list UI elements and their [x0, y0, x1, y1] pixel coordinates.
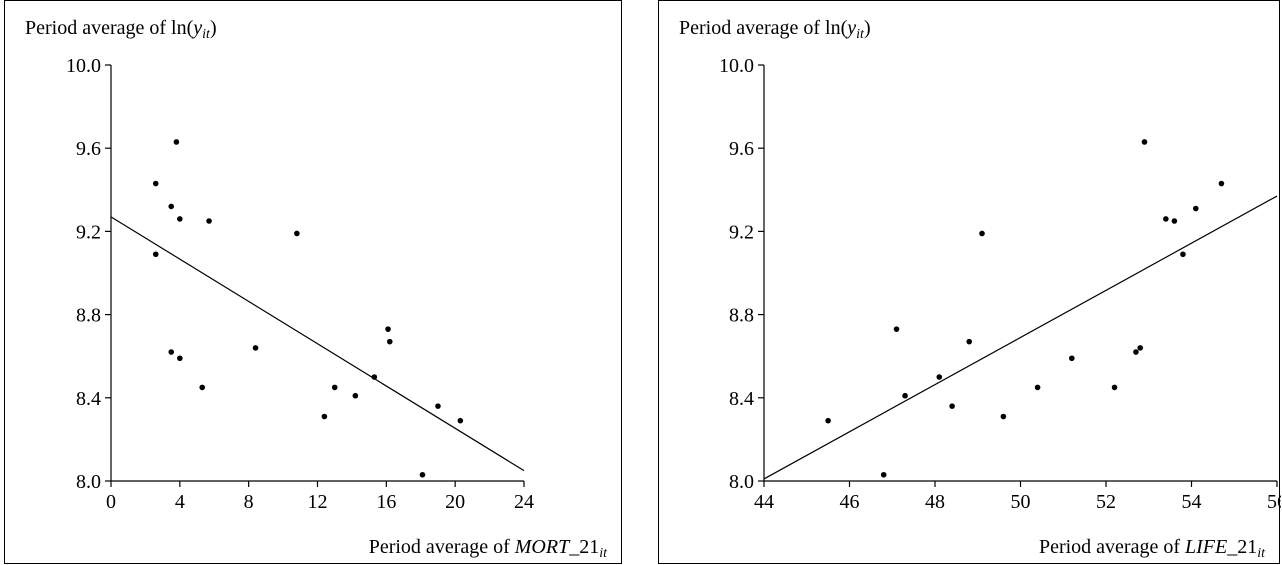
x-tick-label: 46: [840, 491, 860, 513]
data-point: [321, 413, 328, 420]
data-point: [294, 230, 300, 237]
data-point: [936, 374, 943, 380]
x-tick-label: 50: [1011, 491, 1031, 513]
data-point: [177, 216, 183, 222]
x-tick-label: 52: [1096, 491, 1116, 513]
data-point: [206, 218, 212, 224]
x-axis-label: Period average of MORT_21it: [368, 536, 607, 561]
chart-panel-mort: Period average of ln(yit) 8.0 8.4 8.8 9.2 9.…: [4, 0, 622, 564]
scatter-plot-mort: 8.0 8.4 8.8 9.2 9.6 10.0 0 4 8 12 16 20 24: [66, 55, 534, 513]
data-point: [893, 326, 900, 332]
chart-panel-life: Period average of ln(yit) 8.0 8.4 8.8 9.2 9.…: [658, 0, 1281, 564]
y-tick-label: 8.4: [729, 388, 754, 410]
data-point: [385, 326, 391, 332]
x-tick-label: 8: [244, 491, 254, 513]
y-tick-label: 8.4: [76, 388, 101, 410]
data-point: [173, 139, 180, 145]
data-point: [979, 230, 985, 237]
data-point: [1141, 139, 1148, 145]
x-tick-label: 24: [514, 491, 534, 513]
data-point: [457, 417, 464, 424]
data-point: [177, 355, 183, 362]
data-point: [252, 345, 259, 351]
y-tick-label: 9.2: [729, 221, 754, 243]
data-point: [152, 180, 159, 187]
data-point: [902, 392, 908, 399]
x-tick-label: 20: [445, 491, 465, 513]
data-point: [371, 374, 378, 380]
y-tick-label: 9.6: [729, 138, 754, 160]
x-tick-label: 54: [1182, 491, 1202, 513]
y-tick-label: 10.0: [66, 55, 101, 77]
x-tick-label: 12: [308, 491, 328, 513]
data-point: [1034, 384, 1041, 391]
data-point: [1069, 355, 1075, 362]
y-tick-label: 10.0: [719, 55, 754, 77]
y-tick-label: 9.2: [76, 221, 101, 243]
y-axis-label: Period average of ln(yit): [679, 17, 871, 42]
scatter-plot-life: 8.0 8.4 8.8 9.2 9.6 10.0 44 46 48 50 52 54 56: [719, 55, 1281, 513]
y-tick-label: 9.6: [76, 138, 101, 160]
y-axis-label: Period average of ln(yit): [25, 17, 217, 42]
x-tick-label: 56: [1267, 491, 1281, 513]
data-point: [1218, 180, 1225, 187]
y-tick-label: 8.8: [729, 305, 754, 327]
data-point: [1137, 345, 1143, 351]
y-tick-label: 8.0: [729, 471, 754, 493]
data-point: [386, 338, 393, 345]
data-point: [419, 471, 426, 478]
x-tick-label: 16: [376, 491, 396, 513]
data-point: [1192, 205, 1199, 212]
data-point: [352, 392, 359, 399]
data-point: [825, 417, 831, 424]
data-point: [199, 384, 206, 391]
data-point: [1111, 384, 1118, 391]
data-point: [1000, 413, 1007, 420]
data-point: [331, 384, 338, 391]
x-tick-label: 4: [175, 491, 185, 513]
data-point: [168, 203, 175, 210]
data-point: [1163, 216, 1169, 222]
y-tick-label: 8.0: [76, 471, 101, 493]
data-point: [966, 338, 972, 345]
x-tick-label: 48: [925, 491, 945, 513]
data-point: [1133, 349, 1139, 355]
y-tick-label: 8.8: [76, 305, 101, 327]
x-tick-label: 44: [754, 491, 774, 513]
fitted-regression-line: [110, 216, 525, 472]
data-point: [949, 403, 955, 409]
fitted-regression-line: [763, 195, 1278, 480]
x-tick-label: 0: [106, 491, 116, 513]
data-point: [1180, 251, 1186, 258]
data-point: [1171, 218, 1178, 224]
data-point: [880, 471, 887, 478]
x-axis-label: Period average of LIFE_21it: [1038, 536, 1265, 561]
data-point: [435, 403, 441, 409]
data-point: [152, 251, 159, 258]
data-point: [168, 349, 175, 355]
